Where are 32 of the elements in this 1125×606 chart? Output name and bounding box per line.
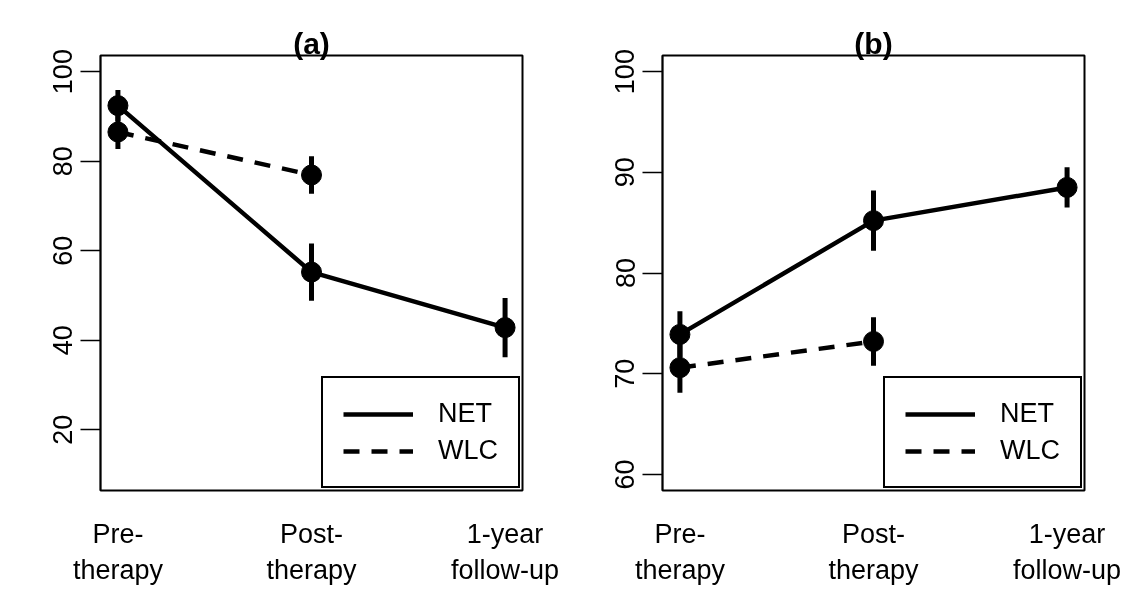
y-tick-label: 60 xyxy=(48,235,79,266)
x-tick-label: 1-year follow-up xyxy=(451,518,560,585)
point xyxy=(107,121,129,143)
point xyxy=(494,317,516,339)
x-tick-label: Pre-therapy xyxy=(634,518,726,585)
x-tick-label: Post-therapy xyxy=(266,518,358,585)
y-tick-label: 100 xyxy=(610,49,641,95)
y-tick-label: 70 xyxy=(610,358,641,389)
point xyxy=(669,357,691,379)
point xyxy=(863,210,884,232)
legend-label: NET xyxy=(438,398,492,429)
x-tick-label: Post-therapy xyxy=(828,518,920,585)
point xyxy=(1056,176,1078,198)
y-tick-label: 60 xyxy=(610,459,641,490)
y-tick-label: 20 xyxy=(48,414,79,445)
legend-label: WLC xyxy=(1000,435,1060,466)
point xyxy=(863,330,884,352)
x-tick-label: 1-year follow-up xyxy=(1013,518,1122,585)
y-tick-label: 40 xyxy=(48,325,79,356)
point xyxy=(301,164,322,186)
point xyxy=(301,261,322,283)
point xyxy=(669,323,691,345)
chart-title: (b) xyxy=(854,26,893,60)
legend-label: WLC xyxy=(438,435,498,466)
chart-title: (a) xyxy=(293,26,330,60)
legend-label: NET xyxy=(1000,398,1054,429)
y-tick-label: 100 xyxy=(48,49,79,95)
point xyxy=(107,95,129,117)
y-tick-label: 80 xyxy=(48,146,79,177)
y-tick-label: 90 xyxy=(610,157,641,188)
y-tick-label: 80 xyxy=(610,257,641,289)
x-tick-label: Pre-therapy xyxy=(72,518,164,585)
